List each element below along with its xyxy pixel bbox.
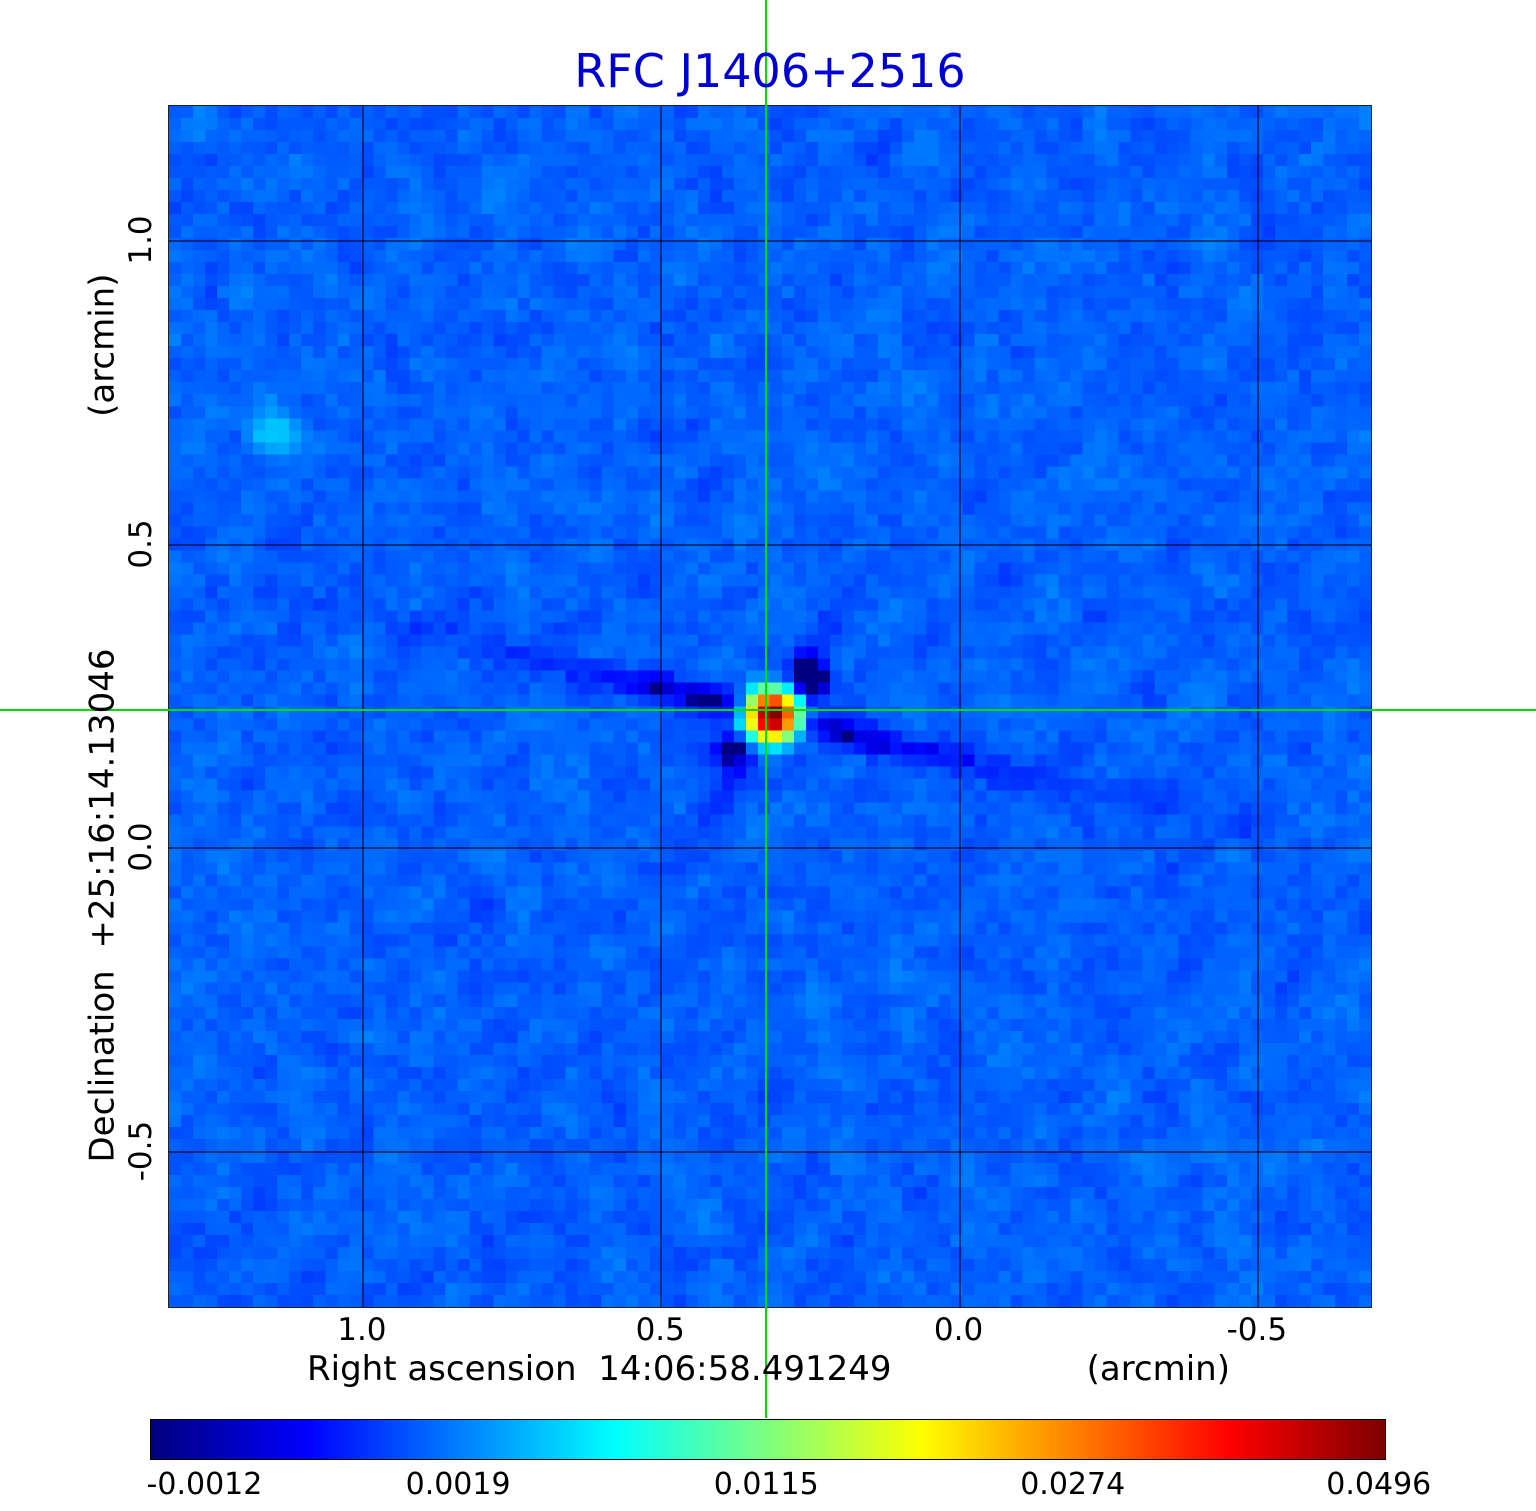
grid-line-horizontal [169, 847, 1371, 850]
grid-line-horizontal [169, 239, 1371, 242]
grid-line-horizontal [169, 543, 1371, 546]
y-axis-label: Declination +25:16:14.13046 (arcmin) [78, 106, 128, 1309]
y-tick-label: 1.0 [123, 215, 159, 265]
y-axis-title: Declination [82, 970, 123, 1163]
colorbar [150, 1419, 1386, 1460]
colorbar-tick-label: 0.0019 [405, 1467, 511, 1502]
radio-map-canvas [169, 106, 1371, 1307]
x-axis-coordinate: 14:06:58.491249 [598, 1349, 892, 1389]
y-tick-label: 0.0 [123, 822, 159, 873]
x-axis-title: Right ascension [307, 1349, 577, 1389]
heatmap-plot [168, 105, 1372, 1308]
y-axis-name: Declination +25:16:14.13046 [83, 649, 123, 1163]
y-axis-unit: (arcmin) [82, 273, 123, 417]
x-tick-label: -0.5 [1226, 1312, 1288, 1348]
x-tick-label: 1.0 [337, 1312, 387, 1348]
crosshair-horizontal-line [0, 708, 1536, 711]
grid-line-vertical [660, 106, 663, 1307]
grid-line-horizontal [169, 1151, 1371, 1154]
y-axis-coordinate: +25:16:14.13046 [82, 648, 123, 949]
grid-line-vertical [1256, 106, 1259, 1307]
colorbar-tick-label: 0.0274 [1020, 1467, 1126, 1502]
colorbar-tick-label: 0.0115 [713, 1467, 819, 1502]
x-axis-label: Right ascension 14:06:58.491249 (arcmin) [168, 1347, 1372, 1391]
grid-line-vertical [958, 106, 961, 1307]
x-axis-unit: (arcmin) [1086, 1349, 1230, 1389]
x-tick-label: 0.5 [635, 1312, 685, 1348]
plot-title: RFC J1406+2516 [574, 44, 966, 98]
y-tick-label: 0.5 [123, 519, 159, 569]
grid-line-vertical [361, 106, 364, 1307]
y-tick-label: -0.5 [123, 1120, 159, 1182]
x-tick-label: 0.0 [933, 1312, 984, 1348]
colorbar-tick-label: 0.0496 [1326, 1467, 1432, 1502]
colorbar-tick-label: -0.0012 [146, 1467, 263, 1502]
x-axis-name: Right ascension 14:06:58.491249 [307, 1349, 892, 1389]
